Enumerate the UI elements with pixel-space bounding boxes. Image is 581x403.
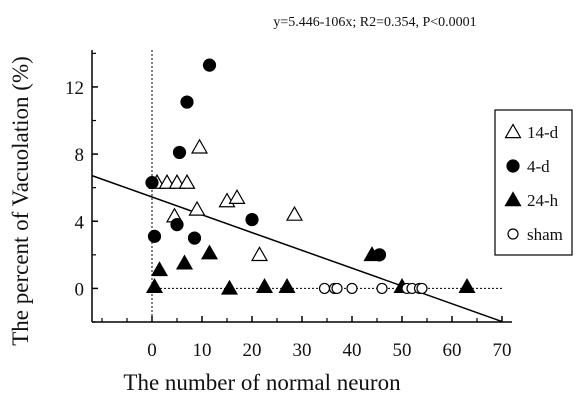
y-tick-label: 12 [65,78,84,99]
data-point [376,282,388,295]
data-point [178,173,196,189]
y-tick-label: 8 [75,145,85,166]
legend-marker [504,123,522,139]
data-point [147,229,162,243]
data-point [172,145,187,160]
legend: 14-d 4-d 24-h sham [494,109,573,256]
legend-marker [504,191,522,207]
legend-label: 14-d [527,123,559,142]
series-sham [318,282,428,295]
data-point [190,138,209,154]
data-point [318,282,331,295]
legend-marker [507,228,519,240]
data-point [220,279,239,295]
data-point [180,95,194,109]
legend-label: 24-h [527,191,559,210]
series-4d [145,58,387,262]
legend-label: sham [527,225,563,244]
data-point [285,205,304,221]
data-point [200,244,219,260]
x-tick-label: 30 [293,340,312,361]
axes: 0 4 8 12 0 10 20 30 40 50 60 70 [65,50,512,361]
x-tick-label: 50 [393,340,412,361]
y-tick-label: 4 [75,212,85,233]
data-point [187,231,202,245]
data-point [278,278,296,293]
data-point [145,176,159,190]
data-point [458,278,476,293]
reference-lines [151,50,502,322]
data-point [331,282,343,295]
data-point [245,212,259,227]
data-point [228,189,246,204]
regression-line-group [91,174,503,323]
x-tick-label: 40 [343,340,362,361]
data-point [170,218,184,232]
data-point [363,246,381,262]
x-tick-label: 60 [443,340,462,361]
y-tick-label: 0 [75,279,85,300]
data-point [145,278,164,293]
x-tick-label: 10 [193,340,212,361]
x-tick-label: 20 [243,340,262,361]
regression-annotation: y=5.446-106x; R2=0.354, P<0.0001 [273,15,476,30]
data-point [188,200,206,216]
series-24h [145,244,476,295]
data-point [250,246,269,262]
data-points [145,58,476,295]
legend-label: 4-d [527,157,550,176]
data-point [346,282,358,295]
data-point [416,282,428,295]
legend-marker [506,159,520,173]
x-axis-title: The number of normal neuron [123,370,401,395]
data-point [255,278,274,293]
data-point [150,261,169,277]
data-point [175,254,194,270]
x-tick-label: 0 [147,340,157,361]
y-axis-title: The percent of Vacuolation (%) [8,56,33,346]
regression-line [91,174,503,323]
x-tick-label: 70 [493,340,512,361]
data-point [202,58,217,72]
